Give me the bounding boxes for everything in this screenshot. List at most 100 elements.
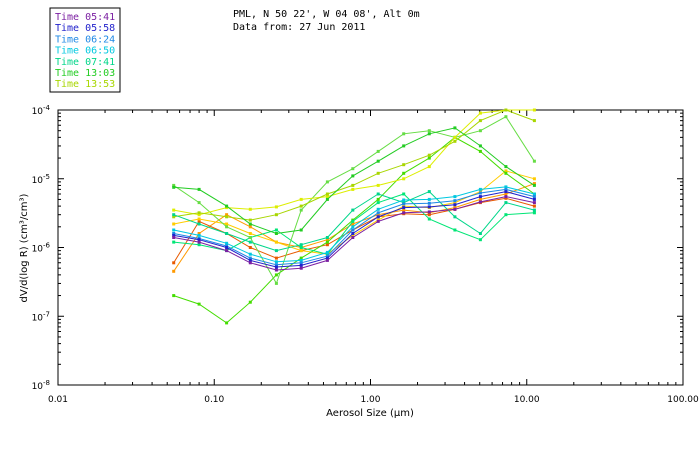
data-point xyxy=(351,187,355,191)
data-point xyxy=(274,263,278,267)
data-point xyxy=(248,225,252,229)
data-point xyxy=(248,300,252,304)
x-axis-label: Aerosol Size (µm) xyxy=(326,408,414,419)
data-point xyxy=(351,167,355,171)
data-point xyxy=(402,202,406,206)
data-point xyxy=(427,213,431,217)
data-point xyxy=(478,111,482,115)
data-point xyxy=(376,197,380,201)
data-point xyxy=(299,261,303,265)
y-tick-label: 10-5 xyxy=(32,173,50,186)
data-point xyxy=(299,258,303,262)
data-point xyxy=(532,201,536,205)
data-point xyxy=(172,236,176,239)
data-point xyxy=(532,204,536,208)
data-point xyxy=(427,197,431,201)
data-point xyxy=(274,205,278,209)
data-point xyxy=(504,187,508,191)
chart-title-line1: PML, N 50 22', W 04 08', Alt 0m xyxy=(233,9,420,20)
data-point xyxy=(172,232,176,235)
data-point xyxy=(351,236,355,239)
plot-frame xyxy=(57,109,684,386)
data-point xyxy=(299,256,303,260)
extra-series-5 xyxy=(172,192,536,256)
data-point xyxy=(478,200,482,204)
data-point xyxy=(172,233,176,237)
data-point xyxy=(225,249,229,253)
data-point xyxy=(532,208,536,212)
legend-entry: Time 06:50 xyxy=(55,46,115,57)
data-point xyxy=(299,266,303,270)
data-point xyxy=(504,190,508,194)
data-point xyxy=(225,321,229,325)
data-point xyxy=(299,243,303,247)
chart-title-line2: Data from: 27 Jun 2011 xyxy=(233,22,365,33)
data-point xyxy=(453,199,457,203)
data-point xyxy=(504,185,508,189)
data-point xyxy=(325,243,329,247)
data-point xyxy=(299,263,303,267)
data-point xyxy=(453,139,457,143)
data-point xyxy=(172,213,176,217)
data-point xyxy=(197,211,201,215)
x-tick-label: 100.00 xyxy=(667,395,699,405)
data-point xyxy=(197,302,201,306)
data-point xyxy=(504,169,508,173)
data-point xyxy=(248,207,252,211)
data-point xyxy=(248,256,252,260)
data-point xyxy=(172,183,176,187)
data-point xyxy=(299,204,303,208)
data-point xyxy=(402,198,406,202)
data-point xyxy=(197,232,201,235)
data-point xyxy=(325,252,329,256)
legend-entry: Time 13:03 xyxy=(55,68,115,79)
data-point xyxy=(172,261,176,265)
data-point xyxy=(248,240,252,244)
y-tick-label: 10-6 xyxy=(32,242,51,255)
data-point xyxy=(376,215,380,219)
data-point xyxy=(248,232,252,235)
data-point xyxy=(299,208,303,212)
data-point xyxy=(453,135,457,139)
data-point xyxy=(299,249,303,253)
data-point xyxy=(376,207,380,211)
legend-entry: Time 05:41 xyxy=(55,12,115,23)
data-point xyxy=(402,208,406,212)
data-point xyxy=(532,197,536,201)
data-point xyxy=(248,252,252,256)
legend-entry: Time 07:41 xyxy=(55,57,115,68)
series-0650 xyxy=(172,185,536,264)
data-point xyxy=(274,232,278,235)
data-point xyxy=(197,219,201,223)
data-point xyxy=(402,206,406,210)
data-point xyxy=(351,232,355,235)
data-point xyxy=(225,213,229,217)
data-point xyxy=(504,171,508,175)
x-tick-label: 1.00 xyxy=(360,395,380,405)
data-point xyxy=(351,208,355,212)
data-point xyxy=(325,195,329,199)
data-point xyxy=(376,213,380,217)
data-point xyxy=(274,213,278,217)
data-point xyxy=(299,197,303,201)
data-point xyxy=(172,294,176,298)
data-point xyxy=(532,183,536,187)
data-point xyxy=(376,149,380,153)
data-point xyxy=(478,191,482,195)
data-point xyxy=(532,119,536,123)
data-point xyxy=(351,225,355,229)
data-point xyxy=(453,203,457,207)
data-point xyxy=(402,171,406,175)
data-point xyxy=(427,165,431,169)
data-point xyxy=(197,217,201,221)
data-point xyxy=(532,159,536,163)
axis-ticks: 0.01 0.10 1.00 10.00 100.00 10-8 10-7 10-6 10-5 1… xyxy=(32,104,699,405)
data-point xyxy=(325,180,329,184)
data-point xyxy=(225,204,229,208)
data-point xyxy=(351,183,355,187)
data-point xyxy=(376,159,380,163)
data-point xyxy=(172,269,176,273)
data-point xyxy=(532,177,536,181)
